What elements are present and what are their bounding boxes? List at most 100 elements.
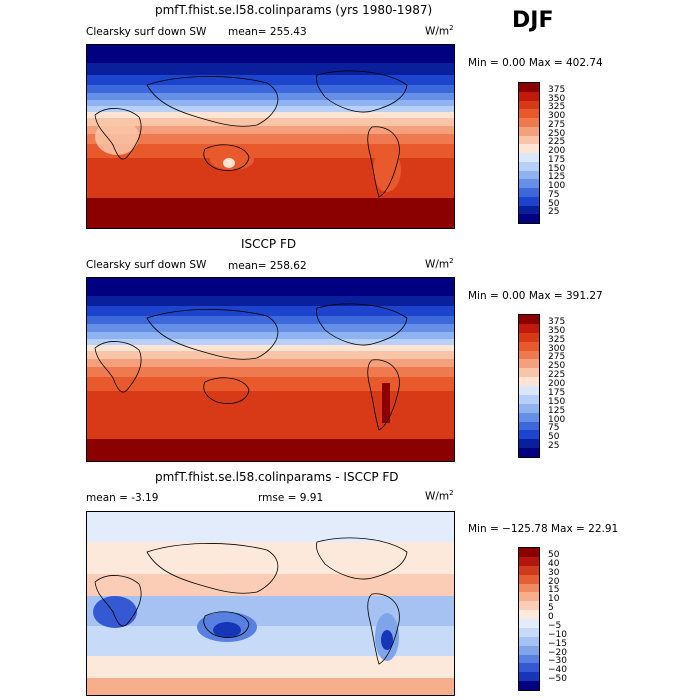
- colorbar-label: 50: [548, 432, 560, 443]
- colorbar-label: 200: [548, 146, 566, 156]
- colorbar-label: 350: [548, 325, 566, 336]
- colorbar-label: 40: [548, 558, 560, 569]
- colorbar-label: 10: [548, 594, 560, 605]
- colorbar-swatch: [519, 196, 539, 206]
- colorbar-swatch: [519, 645, 539, 655]
- colorbar-label: 15: [548, 585, 560, 596]
- colorbar-swatch: [519, 439, 539, 449]
- colorbar-label: 250: [548, 361, 566, 372]
- colorbar-label: 150: [548, 163, 566, 174]
- colorbar-label: −50: [548, 674, 567, 685]
- colorbar-swatch: [519, 681, 539, 690]
- panel-1-mean: mean= 255.43: [228, 26, 307, 38]
- colorbar-swatch: [519, 377, 539, 386]
- panel-1-title: pmfT.fhist.se.l58.colinparams (yrs 1980-…: [155, 3, 433, 17]
- colorbar-label: 225: [548, 370, 566, 381]
- colorbar-swatch: [519, 448, 539, 457]
- colorbar-label: 325: [548, 102, 566, 113]
- panel-2-map: [86, 277, 455, 462]
- colorbar-label: 200: [548, 379, 566, 389]
- panel-2-variable: Clearsky surf down SW: [86, 259, 207, 271]
- colorbar-label: 350: [548, 93, 566, 104]
- panel-3-map: [86, 511, 455, 696]
- colorbar-label: −15: [548, 638, 567, 649]
- colorbar-label: −30: [548, 656, 567, 667]
- panel-1-variable: Clearsky surf down SW: [86, 26, 207, 38]
- panel-2-units: W/m2: [425, 257, 454, 271]
- colorbar-swatch: [519, 619, 539, 628]
- colorbar-swatch: [519, 627, 539, 637]
- season-label: DJF: [512, 8, 554, 33]
- colorbar-swatch: [519, 556, 539, 566]
- colorbar-swatch: [519, 214, 539, 223]
- colorbar-label: 325: [548, 334, 566, 345]
- colorbar-label: 275: [548, 119, 566, 130]
- panel-2-title: ISCCP FD: [241, 237, 297, 251]
- colorbar-swatch: [519, 205, 539, 215]
- colorbar-swatch: [519, 394, 539, 404]
- colorbar-label: 25: [548, 207, 560, 218]
- colorbar-swatch: [519, 368, 539, 378]
- colorbar-swatch: [519, 610, 539, 619]
- colorbar-label: 125: [548, 405, 566, 416]
- colorbar-swatch: [519, 91, 539, 101]
- colorbar-label: 50: [548, 549, 560, 560]
- colorbar-swatch: [519, 126, 539, 136]
- panel-1-units: W/m2: [425, 24, 454, 38]
- colorbar-swatch: [519, 350, 539, 360]
- panel-3-title: pmfT.fhist.se.l58.colinparams - ISCCP FD: [155, 470, 399, 484]
- colorbar-label: 375: [548, 316, 566, 327]
- colorbar-label: −20: [548, 647, 567, 658]
- colorbar-label: 275: [548, 352, 566, 363]
- colorbar-label: −5: [548, 620, 562, 631]
- colorbar-swatch: [519, 161, 539, 171]
- panel-2-colorbar: [518, 314, 540, 458]
- colorbar-swatch: [519, 403, 539, 413]
- colorbar-label: 50: [548, 198, 560, 209]
- colorbar-swatch: [519, 83, 539, 92]
- colorbar-label: 20: [548, 576, 560, 587]
- colorbar-swatch: [519, 421, 539, 431]
- colorbar-label: 100: [548, 181, 566, 191]
- colorbar-label: 300: [548, 343, 566, 354]
- colorbar-label: −10: [548, 629, 567, 640]
- colorbar-label: 250: [548, 128, 566, 139]
- colorbar-swatch: [519, 135, 539, 145]
- colorbar-swatch: [519, 592, 539, 602]
- panel-2-minmax: Min = 0.00 Max = 391.27: [468, 290, 603, 302]
- colorbar-label: 75: [548, 423, 560, 434]
- colorbar-swatch: [519, 170, 539, 180]
- colorbar-swatch: [519, 323, 539, 333]
- colorbar-swatch: [519, 565, 539, 575]
- colorbar-swatch: [519, 341, 539, 351]
- colorbar-swatch: [519, 179, 539, 188]
- colorbar-swatch: [519, 548, 539, 557]
- panel-3-minmax: Min = −125.78 Max = 22.91: [468, 523, 619, 535]
- colorbar-swatch: [519, 430, 539, 440]
- panel-1-map: [86, 44, 455, 229]
- colorbar-swatch: [519, 109, 539, 118]
- colorbar-label: 125: [548, 172, 566, 183]
- colorbar-swatch: [519, 153, 539, 162]
- colorbar-swatch: [519, 118, 539, 127]
- colorbar-label: 300: [548, 111, 566, 121]
- colorbar-swatch: [519, 601, 539, 611]
- colorbar-swatch: [519, 412, 539, 422]
- colorbar-label: 25: [548, 441, 560, 452]
- colorbar-label: 5: [548, 603, 554, 614]
- colorbar-swatch: [519, 654, 539, 664]
- colorbar-swatch: [519, 386, 539, 395]
- panel-3-colorbar: [518, 547, 540, 691]
- panel-1-minmax: Min = 0.00 Max = 402.74: [468, 57, 603, 69]
- colorbar-label: −40: [548, 665, 567, 676]
- colorbar-swatch: [519, 574, 539, 584]
- colorbar-swatch: [519, 583, 539, 593]
- colorbar-swatch: [519, 672, 539, 682]
- colorbar-swatch: [519, 359, 539, 369]
- colorbar-swatch: [519, 144, 539, 153]
- colorbar-swatch: [519, 188, 539, 197]
- panel-2-mean: mean= 258.62: [228, 260, 307, 272]
- colorbar-swatch: [519, 636, 539, 646]
- colorbar-label: 30: [548, 567, 560, 578]
